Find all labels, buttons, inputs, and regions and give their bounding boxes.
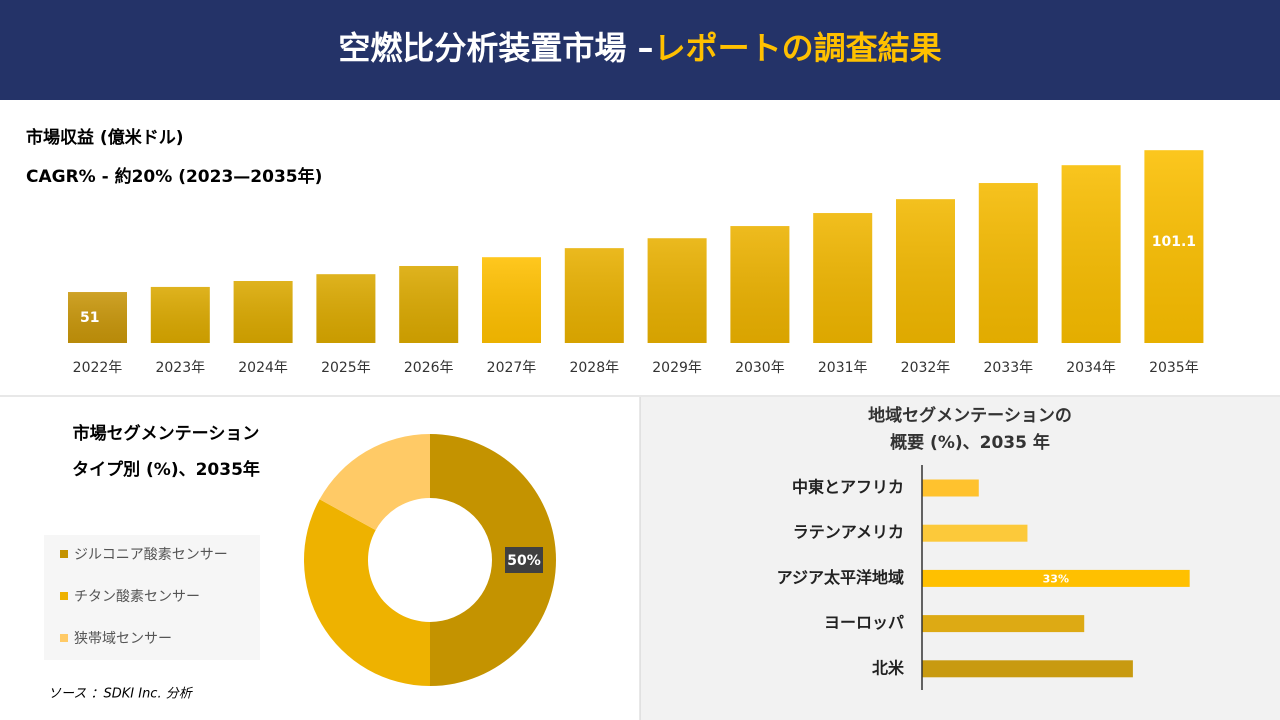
x-tick-label: 2032年 [901,360,951,376]
y-tick-label: 中東とアフリカ [792,478,904,497]
y-tick-label: ラテンアメリカ [793,523,904,542]
bar-shade [316,274,376,343]
data-label: 51 [80,310,99,326]
revenue-subtitle: CAGR% - 約20% (2023—2035年) [26,166,322,187]
bar-shade [1144,150,1204,343]
legend-swatch [60,634,68,642]
title-highlight: レポートの調査結果 [654,29,942,67]
region-title: 地域セグメンテーションの [868,405,1072,426]
legend-swatch [60,592,68,600]
x-tick-label: 2035年 [1149,360,1199,376]
source: ソース ：SDKI Inc. 分析 [48,687,194,702]
legend-label: ジルコニア酸素センサー [74,547,228,563]
x-tick-label: 2023年 [155,360,205,376]
bar-shade [482,257,541,343]
bar [922,615,1085,633]
x-tick-label: 2029年 [652,360,702,376]
header-title: 空燃比分析装置市場 –レポートの調査結果 [338,29,941,67]
x-tick-label: 2026年 [404,360,454,376]
legend-box [44,535,260,660]
y-tick-label: ヨーロッパ [824,613,904,632]
bar [922,660,1133,678]
x-tick-label: 2024年 [238,360,288,376]
bar-shade [150,286,210,343]
bar [922,524,1028,542]
y-tick-label: アジア太平洋地域 [777,568,904,587]
bar [922,479,979,497]
bar-shade [647,238,707,343]
x-tick-label: 2031年 [818,360,868,376]
donut-slice [319,434,430,531]
bar-shade [68,292,127,343]
x-tick-label: 2034年 [1066,360,1116,376]
donut-title: タイプ別 (%)、2035年 [72,459,260,480]
bar-shade [896,199,955,343]
bar-shade [1061,165,1121,343]
donut-slice [430,434,556,686]
donut-title: 市場セグメンテーション [73,423,260,444]
header-bg [0,0,1280,100]
revenue-title: 市場収益 (億米ドル) [26,127,183,148]
bar-shade [730,226,790,343]
x-tick-label: 2022年 [73,360,123,376]
data-label: 50% [507,553,541,569]
x-tick-label: 2027年 [487,360,537,376]
bar-shade [978,183,1038,343]
x-tick-label: 2030年 [735,360,785,376]
legend-label: 狭帯域センサー [74,631,172,647]
legend-swatch [60,550,68,558]
data-label: 33% [1043,572,1069,585]
bar-shade [813,213,873,343]
data-label-bg [505,547,543,573]
y-tick-label: 北米 [872,658,905,677]
legend-label: チタン酸素センサー [74,589,200,605]
bar [922,569,1190,587]
bar-shade [233,280,293,343]
bar-shade [564,248,624,343]
bar-shade [399,265,459,343]
title-main: 空燃比分析装置市場 – [338,29,653,67]
x-tick-label: 2028年 [569,360,619,376]
data-label: 101.1 [1152,234,1196,250]
x-tick-label: 2025年 [321,360,371,376]
x-tick-label: 2033年 [983,360,1033,376]
region-title: 概要 (%)、2035 年 [890,432,1050,453]
donut-slice [304,499,430,686]
